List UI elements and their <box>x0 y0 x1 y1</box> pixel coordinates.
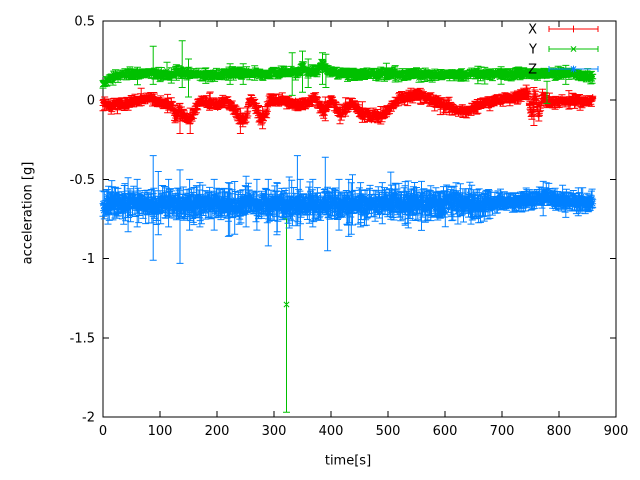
x-tick-label: 900 <box>604 424 629 439</box>
series-Z-markers <box>99 188 597 218</box>
legend <box>548 25 599 73</box>
legend-sample-Y <box>548 46 599 52</box>
plot-border-and-ticks <box>102 20 617 418</box>
legend-sample-Z <box>548 65 599 73</box>
y-tick-label: -1 <box>82 252 95 267</box>
x-tick-label: 500 <box>376 424 401 439</box>
legend-sample-X <box>548 25 599 33</box>
series-Z <box>99 155 597 264</box>
y-tick-label: 0 <box>87 94 95 109</box>
x-tick-label: 700 <box>490 424 515 439</box>
x-tick-label: 300 <box>262 424 287 439</box>
x-tick-label: 100 <box>148 424 173 439</box>
series-X <box>99 84 597 134</box>
series-X-markers <box>99 86 597 125</box>
y-tick-label: 0.5 <box>74 15 95 30</box>
y-tick-label: -2 <box>82 411 95 426</box>
x-tick-label: 200 <box>205 424 230 439</box>
y-tick-label: -0.5 <box>70 173 95 188</box>
legend-label-Y: Y <box>528 43 537 58</box>
y-tick-label: -1.5 <box>70 331 95 346</box>
x-tick-label: 0 <box>99 424 107 439</box>
x-tick-label: 800 <box>547 424 572 439</box>
series-Y <box>99 40 597 413</box>
x-tick-label: 600 <box>433 424 458 439</box>
x-axis-label: time[s] <box>324 453 372 469</box>
x-tick-label: 400 <box>319 424 344 439</box>
y-axis-label: acceleration [g] <box>20 161 36 265</box>
legend-label-X: X <box>528 23 537 38</box>
series-Y-markers <box>100 59 596 308</box>
legend-label-Z: Z <box>528 63 537 78</box>
